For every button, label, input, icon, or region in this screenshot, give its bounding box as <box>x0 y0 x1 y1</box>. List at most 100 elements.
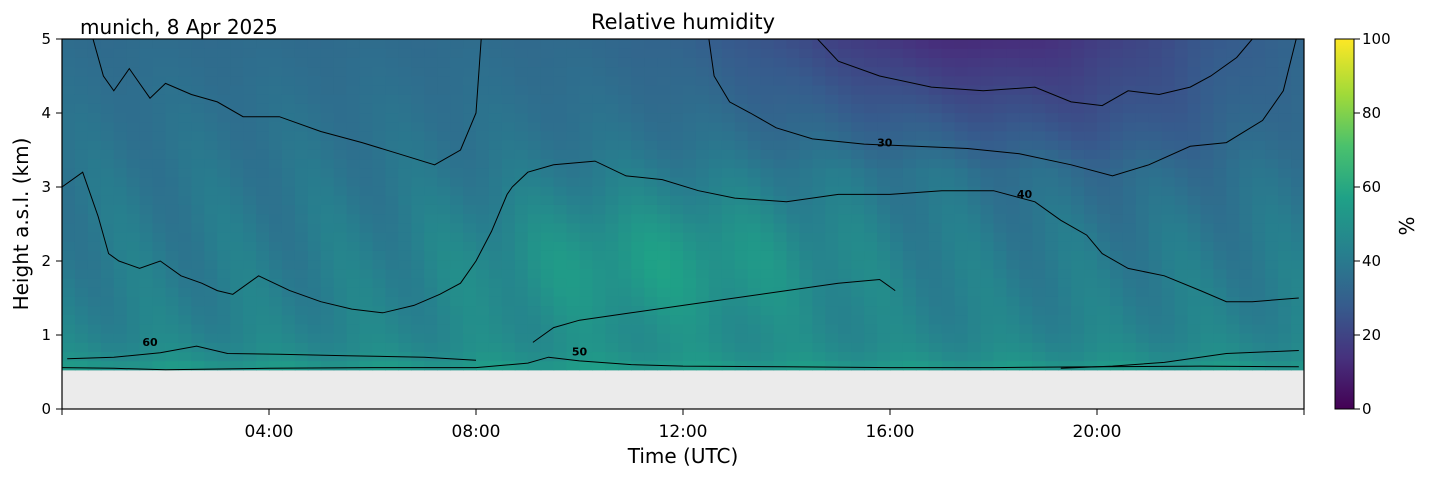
field-cell <box>1122 351 1137 362</box>
field-cell <box>204 176 218 187</box>
field-cell <box>1291 130 1304 141</box>
field-cell <box>683 66 697 77</box>
field-cell <box>463 186 477 196</box>
field-cell <box>346 66 361 77</box>
field-cell <box>230 277 244 288</box>
field-cell <box>62 360 76 371</box>
field-cell <box>437 241 451 251</box>
field-cell <box>967 314 982 325</box>
field-cell <box>165 204 180 215</box>
field-cell <box>398 75 412 86</box>
field-cell <box>605 130 619 141</box>
field-cell <box>243 130 257 141</box>
field-cell <box>165 231 180 242</box>
field-cell <box>514 158 529 169</box>
y-tick-label: 4 <box>41 104 51 122</box>
field-cell <box>566 84 581 95</box>
field-cell <box>631 57 645 68</box>
field-cell <box>851 213 865 224</box>
field-cell <box>385 130 399 141</box>
field-cell <box>165 296 180 307</box>
field-cell <box>1032 158 1046 169</box>
field-cell <box>139 130 154 141</box>
field-cell <box>294 94 309 104</box>
field-cell <box>152 314 167 325</box>
field-cell <box>1045 277 1059 288</box>
field-cell <box>1265 66 1279 77</box>
field-cell <box>657 84 671 95</box>
field-cell <box>217 84 231 95</box>
field-cell <box>915 112 930 123</box>
field-cell <box>1291 333 1304 343</box>
field-cell <box>1200 48 1215 58</box>
field-cell <box>476 112 490 123</box>
field-cell <box>1097 48 1111 58</box>
field-cell <box>566 259 581 270</box>
field-cell <box>126 186 141 196</box>
field-cell <box>501 186 516 196</box>
field-cell <box>514 121 529 132</box>
field-cell <box>1135 287 1150 297</box>
field-cell <box>476 323 490 334</box>
field-cell <box>256 39 270 49</box>
field-cell <box>721 130 736 141</box>
field-cell <box>527 277 542 288</box>
field-cell <box>1135 39 1150 49</box>
field-cell <box>851 94 865 104</box>
field-cell <box>915 158 930 169</box>
field-cell <box>902 167 917 178</box>
field-cell <box>100 186 115 196</box>
field-cell <box>579 195 594 205</box>
field-cell <box>721 158 736 169</box>
field-cell <box>553 314 568 325</box>
field-cell <box>799 268 813 279</box>
field-cell <box>993 231 1008 242</box>
field-cell <box>62 323 76 334</box>
field-cell <box>243 84 257 95</box>
field-cell <box>411 48 425 58</box>
field-cell <box>708 213 723 224</box>
field-cell <box>269 94 283 104</box>
field-cell <box>230 259 244 270</box>
field-cell <box>100 39 115 49</box>
field-cell <box>398 39 412 49</box>
field-cell <box>463 351 477 362</box>
field-cell <box>941 48 956 58</box>
field-cell <box>980 231 995 242</box>
field-cell <box>113 167 128 178</box>
field-cell <box>592 57 606 68</box>
field-cell <box>1278 103 1292 114</box>
field-cell <box>1122 84 1137 95</box>
field-cell <box>890 333 904 343</box>
field-cell <box>864 186 878 196</box>
contour-lines <box>62 39 1299 371</box>
field-cell <box>618 259 632 270</box>
field-cell <box>618 195 632 205</box>
field-cell <box>631 186 645 196</box>
field-cell <box>941 112 956 123</box>
field-cell <box>941 158 956 169</box>
field-cell <box>178 94 192 104</box>
field-cell <box>1019 268 1033 279</box>
field-cell <box>851 241 865 251</box>
field-cell <box>437 250 451 261</box>
field-cell <box>398 66 412 77</box>
field-cell <box>424 351 438 362</box>
field-cell <box>941 231 956 242</box>
field-cell <box>165 323 180 334</box>
field-cell <box>87 167 102 178</box>
field-cell <box>799 277 813 288</box>
field-cell <box>1148 333 1163 343</box>
field-cell <box>333 186 348 196</box>
field-cell <box>540 250 555 261</box>
field-cell <box>1239 296 1253 307</box>
field-cell <box>437 167 451 178</box>
field-cell <box>1045 323 1059 334</box>
field-cell <box>1174 333 1189 343</box>
field-cell <box>605 149 619 160</box>
field-cell <box>1006 103 1020 114</box>
field-cell <box>605 94 619 104</box>
field-cell <box>838 112 852 123</box>
field-cell <box>786 241 801 251</box>
field-cell <box>1084 75 1098 86</box>
